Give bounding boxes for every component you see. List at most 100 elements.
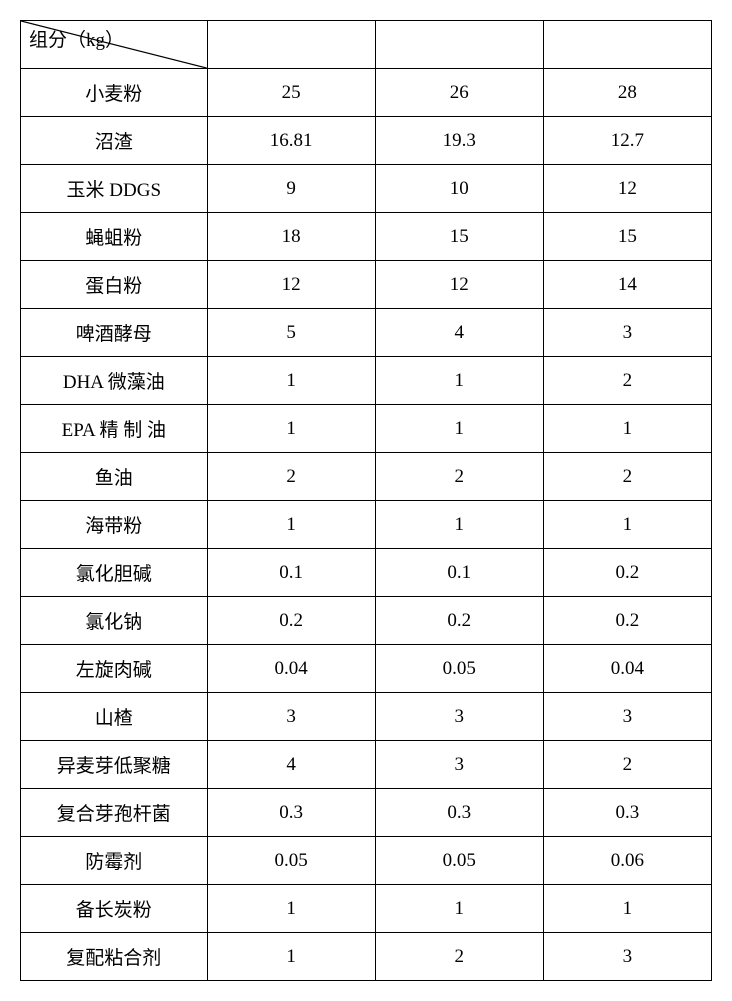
cell-value: 0.2 [543, 597, 711, 645]
table-row: 异麦芽低聚糖432 [21, 741, 712, 789]
header-label: 组分（kg） [29, 25, 124, 52]
cell-value: 1 [375, 357, 543, 405]
cell-value: 14 [543, 261, 711, 309]
row-label: 复配粘合剂 [21, 933, 208, 981]
cell-value: 26 [375, 69, 543, 117]
cell-value: 28 [543, 69, 711, 117]
table-row: 防霉剂0.050.050.06 [21, 837, 712, 885]
cell-value: 0.06 [543, 837, 711, 885]
cell-value: 19.3 [375, 117, 543, 165]
row-label: 防霉剂 [21, 837, 208, 885]
cell-value: 3 [375, 693, 543, 741]
row-label: 氯化钠 [21, 597, 208, 645]
cell-value: 12.7 [543, 117, 711, 165]
row-label: 山楂 [21, 693, 208, 741]
row-label: 玉米 DDGS [21, 165, 208, 213]
cell-value: 0.04 [207, 645, 375, 693]
ingredients-table: 组分（kg） 小麦粉252628沼渣16.8119.312.7玉米 DDGS91… [20, 20, 712, 981]
cell-value: 15 [375, 213, 543, 261]
cell-value: 1 [207, 885, 375, 933]
cell-value: 0.2 [375, 597, 543, 645]
cell-value: 2 [543, 357, 711, 405]
table-row: 左旋肉碱0.040.050.04 [21, 645, 712, 693]
cell-value: 10 [375, 165, 543, 213]
cell-value: 1 [375, 501, 543, 549]
row-label: 小麦粉 [21, 69, 208, 117]
cell-value: 3 [207, 693, 375, 741]
table-row: 小麦粉252628 [21, 69, 712, 117]
cell-value: 0.3 [207, 789, 375, 837]
table-row: 沼渣16.8119.312.7 [21, 117, 712, 165]
cell-value: 1 [207, 357, 375, 405]
cell-value: 0.3 [543, 789, 711, 837]
table-row: 氯化胆碱0.10.10.2 [21, 549, 712, 597]
table-row: 复配粘合剂123 [21, 933, 712, 981]
cell-value: 12 [207, 261, 375, 309]
cell-value: 0.1 [207, 549, 375, 597]
table-row: 山楂333 [21, 693, 712, 741]
cell-value: 12 [375, 261, 543, 309]
cell-value: 1 [207, 933, 375, 981]
row-label: 沼渣 [21, 117, 208, 165]
cell-value: 0.05 [375, 837, 543, 885]
table-row: DHA 微藻油112 [21, 357, 712, 405]
cell-value: 4 [207, 741, 375, 789]
cell-value: 16.81 [207, 117, 375, 165]
cell-value: 5 [207, 309, 375, 357]
cell-value: 1 [207, 405, 375, 453]
cell-value: 3 [543, 933, 711, 981]
header-col-3 [543, 21, 711, 69]
row-label: 海带粉 [21, 501, 208, 549]
row-label: 蝇蛆粉 [21, 213, 208, 261]
cell-value: 1 [207, 501, 375, 549]
table-row: 啤酒酵母543 [21, 309, 712, 357]
row-label: DHA 微藻油 [21, 357, 208, 405]
header-corner-cell: 组分（kg） [21, 21, 208, 69]
row-label: 鱼油 [21, 453, 208, 501]
row-label: 氯化胆碱 [21, 549, 208, 597]
cell-value: 15 [543, 213, 711, 261]
table-row: 蛋白粉121214 [21, 261, 712, 309]
table-row: 备长炭粉111 [21, 885, 712, 933]
table-row: 氯化钠0.20.20.2 [21, 597, 712, 645]
cell-value: 3 [375, 741, 543, 789]
row-label: EPA 精 制 油 [21, 405, 208, 453]
table-row: EPA 精 制 油111 [21, 405, 712, 453]
cell-value: 0.04 [543, 645, 711, 693]
row-label: 复合芽孢杆菌 [21, 789, 208, 837]
cell-value: 0.05 [207, 837, 375, 885]
row-label: 蛋白粉 [21, 261, 208, 309]
table-row: 玉米 DDGS91012 [21, 165, 712, 213]
cell-value: 2 [207, 453, 375, 501]
cell-value: 2 [543, 453, 711, 501]
cell-value: 2 [375, 453, 543, 501]
cell-value: 3 [543, 309, 711, 357]
row-label: 啤酒酵母 [21, 309, 208, 357]
cell-value: 0.1 [375, 549, 543, 597]
cell-value: 1 [543, 405, 711, 453]
cell-value: 0.3 [375, 789, 543, 837]
table-body: 小麦粉252628沼渣16.8119.312.7玉米 DDGS91012蝇蛆粉1… [21, 69, 712, 981]
ingredients-table-wrap: 组分（kg） 小麦粉252628沼渣16.8119.312.7玉米 DDGS91… [20, 20, 712, 981]
row-label: 备长炭粉 [21, 885, 208, 933]
row-label: 左旋肉碱 [21, 645, 208, 693]
cell-value: 18 [207, 213, 375, 261]
cell-value: 3 [543, 693, 711, 741]
cell-value: 2 [375, 933, 543, 981]
cell-value: 12 [543, 165, 711, 213]
cell-value: 0.05 [375, 645, 543, 693]
cell-value: 0.2 [543, 549, 711, 597]
cell-value: 25 [207, 69, 375, 117]
header-col-2 [375, 21, 543, 69]
header-col-1 [207, 21, 375, 69]
cell-value: 1 [375, 405, 543, 453]
cell-value: 9 [207, 165, 375, 213]
row-label: 异麦芽低聚糖 [21, 741, 208, 789]
table-row: 蝇蛆粉181515 [21, 213, 712, 261]
table-row: 鱼油222 [21, 453, 712, 501]
cell-value: 1 [543, 885, 711, 933]
cell-value: 1 [375, 885, 543, 933]
cell-value: 0.2 [207, 597, 375, 645]
cell-value: 1 [543, 501, 711, 549]
cell-value: 4 [375, 309, 543, 357]
